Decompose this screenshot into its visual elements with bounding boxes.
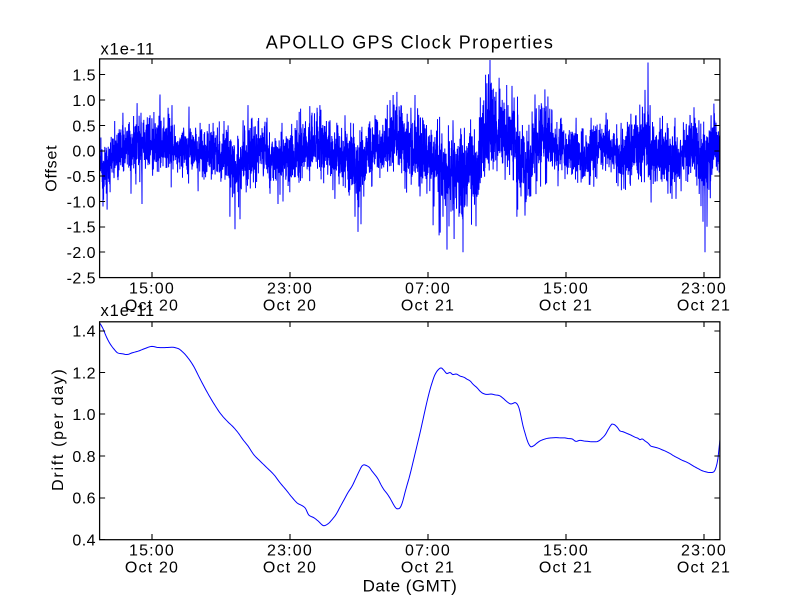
svg-text:Oct 20: Oct 20 (263, 560, 317, 577)
svg-text:x1e-11: x1e-11 (101, 302, 156, 320)
svg-text:-2.5: -2.5 (67, 270, 96, 287)
svg-text:15:00: 15:00 (543, 543, 589, 560)
svg-text:Offset: Offset (44, 145, 61, 192)
svg-text:1.0: 1.0 (72, 407, 96, 424)
svg-text:07:00: 07:00 (405, 281, 451, 298)
svg-text:-2.0: -2.0 (67, 245, 96, 262)
svg-text:15:00: 15:00 (129, 543, 175, 560)
svg-text:0.0: 0.0 (72, 144, 96, 161)
svg-text:Oct 20: Oct 20 (125, 297, 179, 314)
svg-text:x1e-11: x1e-11 (101, 40, 156, 58)
svg-text:Oct 20: Oct 20 (125, 560, 179, 577)
svg-text:15:00: 15:00 (543, 281, 589, 298)
svg-text:-1.0: -1.0 (67, 194, 96, 211)
svg-text:0.8: 0.8 (72, 449, 96, 466)
svg-text:23:00: 23:00 (681, 281, 727, 298)
svg-text:Oct 21: Oct 21 (677, 297, 731, 314)
svg-text:23:00: 23:00 (267, 281, 313, 298)
svg-text:1.4: 1.4 (72, 324, 96, 341)
svg-text:Drift (per day): Drift (per day) (50, 368, 67, 491)
svg-text:Date (GMT): Date (GMT) (363, 576, 458, 595)
svg-text:23:00: 23:00 (681, 543, 727, 560)
svg-text:0.6: 0.6 (72, 491, 96, 508)
svg-text:Oct 21: Oct 21 (677, 560, 731, 577)
svg-text:Oct 21: Oct 21 (401, 297, 455, 314)
svg-text:1.2: 1.2 (72, 365, 96, 382)
svg-text:07:00: 07:00 (405, 543, 451, 560)
svg-text:Oct 21: Oct 21 (539, 297, 593, 314)
svg-text:Oct 21: Oct 21 (401, 560, 455, 577)
svg-text:1.0: 1.0 (72, 93, 96, 110)
svg-text:23:00: 23:00 (267, 543, 313, 560)
svg-text:Oct 20: Oct 20 (263, 297, 317, 314)
svg-text:0.5: 0.5 (72, 118, 96, 135)
svg-text:Oct 21: Oct 21 (539, 560, 593, 577)
svg-text:0.4: 0.4 (72, 532, 96, 549)
svg-text:-1.5: -1.5 (67, 220, 96, 237)
svg-text:15:00: 15:00 (129, 281, 175, 298)
svg-text:-0.5: -0.5 (67, 169, 96, 186)
svg-text:1.5: 1.5 (72, 68, 96, 85)
svg-text:APOLLO GPS Clock Properties: APOLLO GPS Clock Properties (266, 33, 555, 53)
